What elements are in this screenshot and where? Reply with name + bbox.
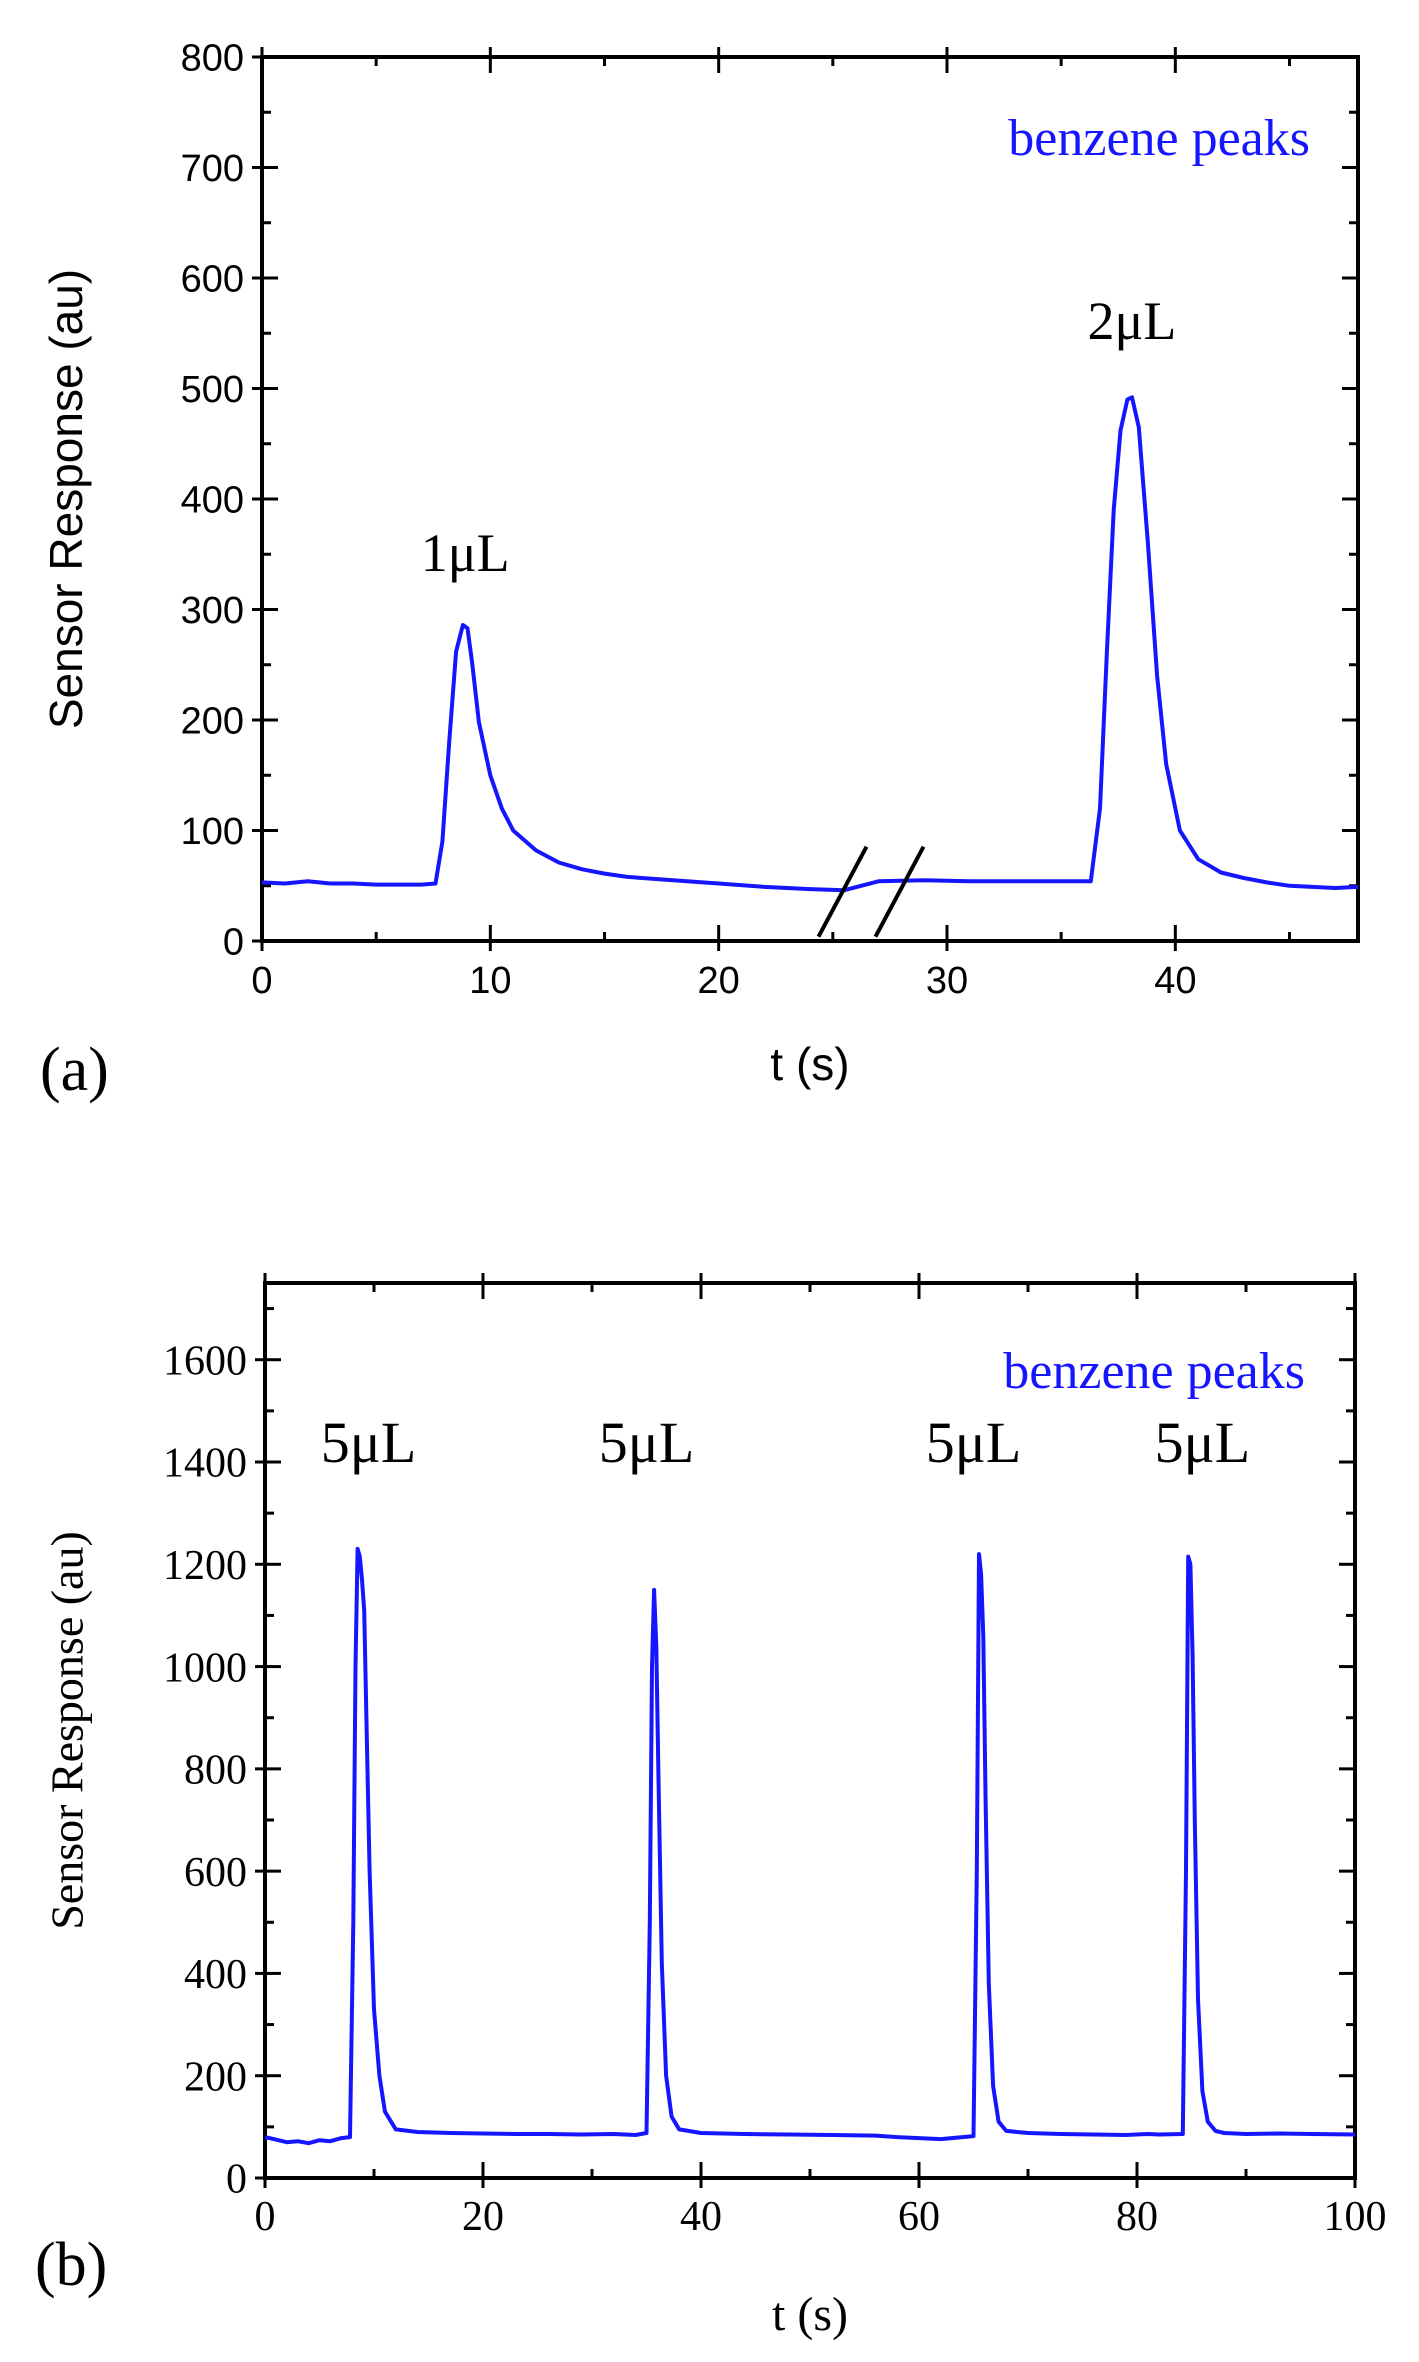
y-tick-label: 100 [181, 811, 244, 853]
x-tick-label: 80 [1116, 2194, 1158, 2240]
x-tick-label: 40 [1154, 960, 1196, 1002]
y-tick-label: 800 [184, 1748, 247, 1794]
panel-b-series-line [264, 1546, 1356, 2146]
peak-annotation: 1μL [421, 523, 510, 583]
y-tick-label: 400 [181, 479, 244, 521]
panel-a-label: (a) [40, 1036, 109, 1104]
panel-a-series-title: benzene peaks [1008, 110, 1310, 167]
x-tick-label: 60 [898, 2194, 940, 2240]
panel-b: 0 200 400 600 800 1000 1200 1400 1600 0 20 40 60 80 1… [35, 1273, 1387, 2341]
x-tick-label: 0 [255, 2194, 276, 2240]
panel-b-ticks [255, 1273, 1357, 2188]
panel-b-x-axis-label: t (s) [772, 2288, 848, 2341]
panel-a-series-line [261, 395, 1359, 893]
peak-annotation: 5μL [321, 1410, 417, 1475]
panel-b-y-tick-labels: 0 200 400 600 800 1000 1200 1400 1600 [163, 1338, 247, 2202]
panel-b-peak-annotations: 5μL 5μL 5μL 5μL [321, 1410, 1250, 1475]
peak-annotation: 5μL [926, 1410, 1022, 1475]
y-tick-label: 800 [181, 37, 244, 79]
y-tick-label: 200 [184, 2054, 247, 2100]
panel-a: 0 100 200 300 400 500 600 700 800 0 10 20 30 40 Sens… [40, 37, 1360, 1104]
panel-a-axis-break-mark [873, 845, 926, 938]
x-tick-label: 20 [698, 960, 740, 1002]
panel-b-y-axis-label: Sensor Response (au) [42, 1531, 93, 1930]
panel-a-peak-annotations: 1μL 2μL [421, 291, 1177, 583]
x-tick-label: 100 [1324, 2194, 1387, 2240]
y-tick-label: 600 [181, 258, 244, 300]
y-tick-label: 500 [181, 369, 244, 411]
y-tick-label: 1400 [163, 1441, 247, 1487]
panel-a-ticks [252, 47, 1358, 951]
panel-b-series-title: benzene peaks [1003, 1343, 1305, 1400]
x-tick-label: 20 [462, 2194, 504, 2240]
panel-a-y-tick-labels: 0 100 200 300 400 500 600 700 800 [181, 37, 244, 963]
x-tick-label: 30 [926, 960, 968, 1002]
y-tick-label: 600 [184, 1850, 247, 1896]
panel-a-axis-break-mark [816, 845, 869, 938]
y-tick-label: 0 [226, 2157, 247, 2203]
peak-annotation: 5μL [599, 1410, 695, 1475]
panel-b-label: (b) [35, 2231, 107, 2299]
y-tick-label: 1600 [163, 1338, 247, 1384]
peak-annotation: 2μL [1087, 291, 1176, 351]
panel-a-x-tick-labels: 0 10 20 30 40 [251, 960, 1196, 1002]
panel-a-y-axis-label: Sensor Response (au) [40, 269, 92, 729]
panel-a-x-axis-label: t (s) [770, 1038, 849, 1090]
x-tick-label: 10 [469, 960, 511, 1002]
x-tick-label: 0 [251, 960, 272, 1002]
y-tick-label: 1200 [163, 1543, 247, 1589]
y-tick-label: 1000 [163, 1645, 247, 1691]
peak-annotation: 5μL [1155, 1410, 1251, 1475]
panel-b-x-tick-labels: 0 20 40 60 80 100 [255, 2194, 1387, 2240]
y-tick-label: 0 [223, 921, 244, 963]
y-tick-label: 400 [184, 1952, 247, 1998]
panel-a-frame [260, 55, 1360, 943]
y-tick-label: 200 [181, 700, 244, 742]
x-tick-label: 40 [680, 2194, 722, 2240]
y-tick-label: 300 [181, 590, 244, 632]
y-tick-label: 700 [181, 148, 244, 190]
